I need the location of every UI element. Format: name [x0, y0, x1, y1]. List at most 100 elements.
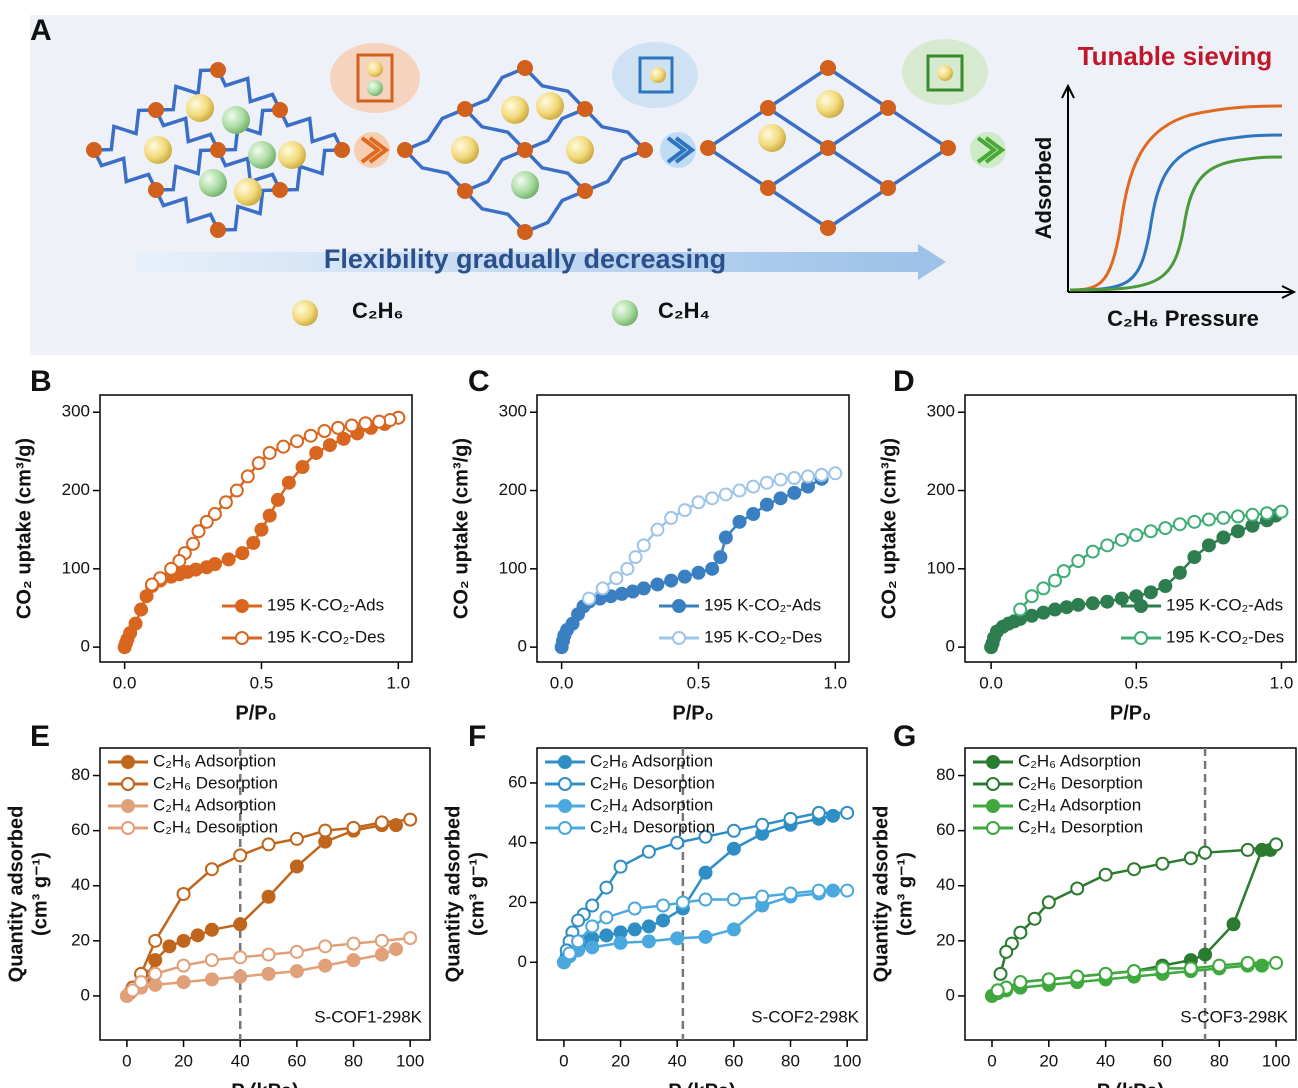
x-tick-label: 60: [724, 1051, 743, 1070]
data-point: [1127, 862, 1142, 877]
data-point: [1198, 845, 1213, 860]
x-tick-label: 20: [174, 1051, 193, 1070]
legend-label: C₂H₄ Adsorption: [1018, 795, 1141, 814]
lattice-edge: [887, 106, 949, 150]
lattice-edge: [767, 146, 829, 190]
data-point: [755, 817, 770, 832]
data-point: [840, 883, 855, 898]
data-point: [148, 953, 163, 968]
lattice-edge: [216, 149, 282, 191]
data-point: [759, 475, 774, 490]
lattice-edge: [217, 108, 281, 152]
data-point: [246, 535, 261, 550]
data-point: [1127, 964, 1142, 979]
data-point: [1100, 594, 1115, 609]
lattice-edge: [827, 146, 889, 190]
legend-label: 195 K-CO₂-Ads: [1166, 595, 1283, 614]
sphere: [144, 136, 172, 164]
lattice-node: [457, 101, 473, 117]
data-point: [290, 434, 305, 449]
legend-label: 195 K-CO₂-Ads: [704, 595, 821, 614]
data-point: [999, 944, 1014, 959]
panel-label: G: [893, 720, 916, 753]
data-point: [1036, 605, 1051, 620]
data-point: [1048, 573, 1063, 588]
data-point: [828, 466, 843, 481]
x-axis-label: P/P₀: [1110, 702, 1151, 724]
schematic-axes: [1061, 83, 1297, 299]
data-point: [1085, 596, 1100, 611]
legend-marker: [1134, 631, 1148, 645]
x-tick-label: 0: [987, 1051, 996, 1070]
data-point: [346, 936, 361, 951]
legend-label: C₂H₄ Desorption: [153, 817, 278, 836]
data-point: [1216, 530, 1231, 545]
lattice-edge: [827, 186, 889, 230]
y-axis-label: (cm³ g⁻¹): [894, 852, 916, 936]
schematic-title: Tunable sieving: [1078, 41, 1273, 71]
data-point: [295, 460, 310, 475]
data-point: [840, 805, 855, 820]
y-axis-label: (cm³ g⁻¹): [466, 852, 488, 936]
data-point: [1274, 504, 1289, 519]
data-point: [1098, 966, 1113, 981]
data-point: [1036, 581, 1051, 596]
lattice-node: [210, 222, 226, 238]
legend-marker: [986, 799, 1000, 813]
data-point: [1143, 585, 1158, 600]
data-point: [599, 928, 614, 943]
badge: [330, 43, 420, 113]
y-axis-label: CO₂ uptake (cm³/g): [878, 438, 900, 619]
data-point: [1240, 842, 1255, 857]
data-point: [705, 561, 720, 576]
annotation: S-COF1-298K: [314, 1007, 422, 1026]
x-tick-label: 20: [611, 1051, 630, 1070]
sphere: [278, 141, 306, 169]
lattice-node: [272, 182, 288, 198]
chart: B 0.0 0.5 1.0 0 100 200 300 P/P₀ CO₂ uptake (cm³/…: [13, 365, 413, 724]
legend-sphere: [612, 300, 638, 326]
lattice-edge: [403, 148, 467, 193]
y-tick-label: 100: [499, 558, 527, 577]
data-point: [372, 414, 387, 429]
x-tick-label: 80: [344, 1051, 363, 1070]
badge-icon: [926, 54, 964, 92]
lattice-node: [700, 140, 716, 156]
x-tick-label: 80: [1210, 1051, 1229, 1070]
data-point: [698, 929, 713, 944]
data-point: [787, 485, 802, 500]
data-point: [251, 456, 266, 471]
legend-marker: [235, 599, 249, 613]
chart: C 0.0 0.5 1.0 0 100 200 300 P/P₀ CO₂ uptake (cm³/…: [450, 365, 850, 724]
data-point: [732, 483, 747, 498]
data-point: [240, 469, 255, 484]
legend-sphere: [292, 300, 318, 326]
legend-marker: [121, 799, 135, 813]
data-point: [732, 514, 747, 529]
data-point: [162, 939, 177, 954]
data-point: [190, 928, 205, 943]
x-tick-label: 80: [781, 1051, 800, 1070]
data-point: [233, 848, 248, 863]
legend-marker: [121, 755, 135, 769]
data-point: [270, 492, 285, 507]
data-point: [389, 942, 404, 957]
data-point: [773, 491, 788, 506]
legend-marker: [672, 631, 686, 645]
y-axis-label: CO₂ uptake (cm³/g): [13, 438, 35, 619]
data-point: [207, 557, 222, 572]
data-point: [229, 483, 244, 498]
data-point: [261, 889, 276, 904]
y-tick-label: 40: [71, 875, 90, 894]
legend-label: 195 K-CO₂-Des: [267, 627, 385, 646]
data-point: [1269, 955, 1284, 970]
data-point: [1201, 538, 1216, 553]
data-point: [204, 862, 219, 877]
lattice-edge: [155, 148, 219, 192]
data-point: [595, 581, 610, 596]
x-tick-label: 1.0: [386, 673, 410, 692]
data-point: [374, 947, 389, 962]
data-point: [705, 491, 720, 506]
lattice-edge: [279, 148, 343, 192]
lattice-edge: [524, 189, 586, 234]
